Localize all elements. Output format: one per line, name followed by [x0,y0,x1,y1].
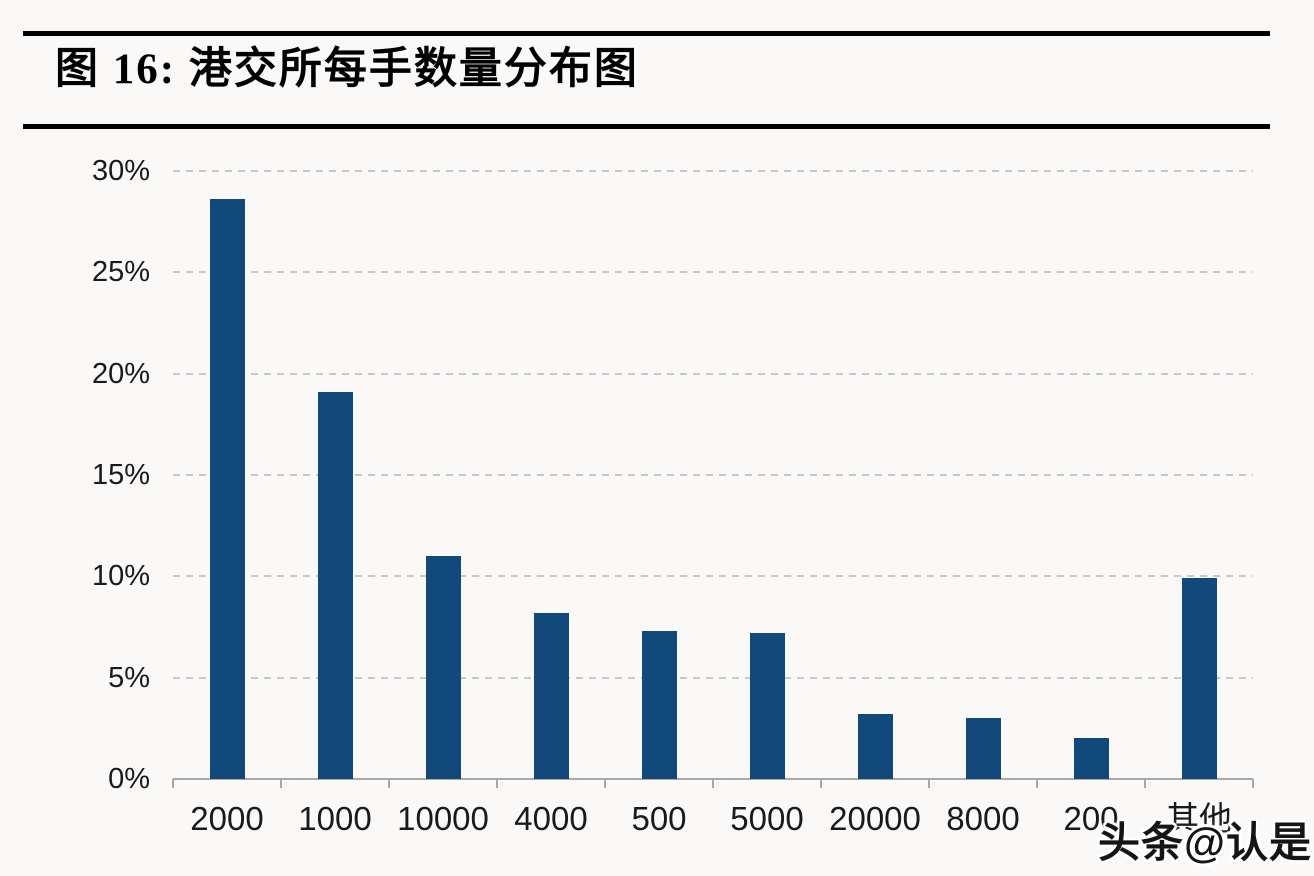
x-axis-tick [604,779,606,788]
x-axis-label-20000: 20000 [829,800,921,837]
bar-4000 [534,612,569,779]
y-axis-label-20: 20% [91,357,150,390]
bar-20000 [858,714,893,779]
x-axis-tick [712,779,714,788]
bar-1000 [318,391,353,779]
gridline-25 [173,271,1253,274]
y-axis-label-25: 25% [91,256,150,289]
x-axis-tick [1036,779,1038,788]
gridline-5 [173,676,1253,679]
gridline-10 [173,575,1253,578]
title-rule-top [23,31,1270,36]
figure-title: 图 16: 港交所每手数量分布图 [55,46,639,93]
x-axis-label-5000: 5000 [730,800,804,837]
x-axis-label-10000: 10000 [397,800,489,837]
y-axis-label-10: 10% [91,560,150,593]
x-axis-tick [172,779,174,788]
plot-area [172,170,1254,788]
x-axis-tick [280,779,282,788]
y-axis-label-0: 0% [108,763,150,795]
x-axis-label-8000: 8000 [946,800,1020,837]
title-rule-bottom [23,124,1270,129]
bar-other [1182,578,1217,779]
gridline-15 [173,474,1253,476]
x-axis-tick [496,779,498,788]
gridline-20 [173,372,1253,375]
bar-8000 [966,718,1001,779]
x-axis-tick [928,779,930,788]
y-axis-label-15: 15% [91,459,150,491]
bar-10000 [426,556,461,779]
x-axis-label-4000: 4000 [514,800,588,837]
bar-5000 [750,633,785,779]
x-axis-label-500: 500 [631,800,687,837]
bar-2000 [210,199,245,779]
x-axis-tick [820,779,822,788]
x-axis-tick [1144,779,1146,788]
bar-200 [1074,738,1109,779]
x-axis-tick [1252,779,1254,788]
x-axis-tick [388,779,390,788]
bar-500 [642,631,677,779]
y-axis-label-5: 5% [108,661,150,694]
y-axis-label-30: 30% [91,155,150,187]
x-axis-label-other: 其他 [1166,800,1232,837]
toutiao-watermark: 头条@认是 [1098,819,1312,866]
gridline-30 [173,170,1253,172]
x-axis-label-2000: 2000 [190,800,264,837]
x-axis-label-1000: 1000 [298,800,372,837]
x-axis-label-200: 200 [1063,800,1119,837]
